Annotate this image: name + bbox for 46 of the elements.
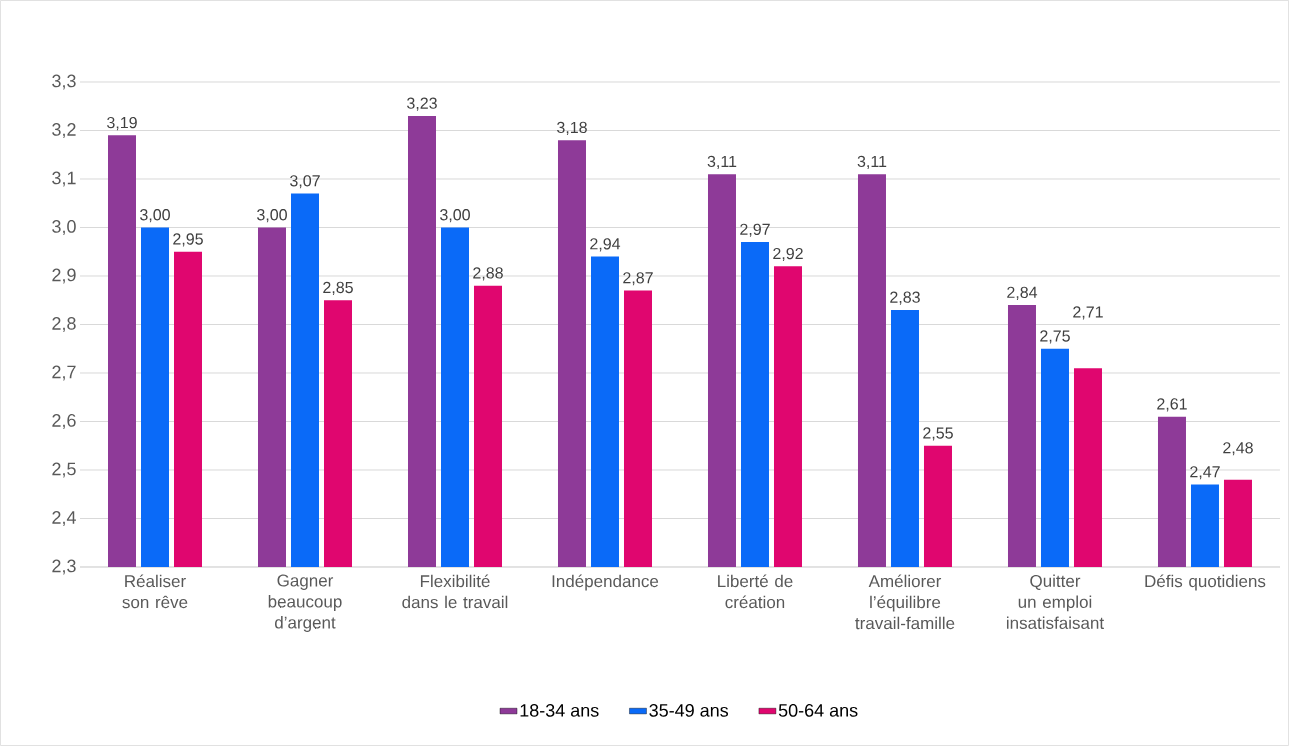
y-tick-label: 3,0 (52, 220, 76, 235)
data-label: 2,47 (1190, 466, 1220, 480)
data-label: 2,71 (1073, 306, 1103, 320)
x-tick-label: Quitter un emploi insatisfaisant (1006, 574, 1104, 630)
data-label: 3,11 (857, 155, 887, 169)
y-tick-label: 2,3 (52, 559, 76, 575)
x-tick-label: Améliorer l’équilibre travail-famille (855, 574, 955, 630)
x-tick-label: Gagner beaucoup d’argent (268, 574, 342, 632)
y-tick-label: 3,2 (52, 123, 76, 138)
data-label: 3,00 (257, 209, 287, 223)
x-tick-label: Flexibilité dans le travail (402, 574, 508, 609)
y-tick-label: 2,5 (52, 462, 76, 478)
legend-label: 35-49 ans (649, 704, 729, 717)
data-label: 2,48 (1223, 442, 1253, 456)
data-label: 2,88 (473, 267, 503, 281)
y-tick-label: 2,4 (52, 511, 76, 526)
x-tick-label: Défis quotidiens (1145, 574, 1266, 591)
y-tick-label: 2,8 (52, 317, 76, 332)
data-label: 3,00 (140, 209, 170, 223)
data-label: 2,97 (740, 223, 770, 237)
data-label: 2,84 (1007, 286, 1038, 300)
x-tick-label: Indépendance (552, 574, 659, 591)
data-label: 2,83 (890, 291, 920, 305)
data-label: 2,75 (1040, 330, 1070, 344)
data-label: 3,07 (290, 175, 320, 189)
y-tick-label: 2,9 (52, 268, 76, 284)
data-label: 3,00 (440, 209, 470, 223)
data-label: 3,11 (707, 155, 737, 169)
y-tick-label: 3,1 (52, 171, 76, 187)
data-label: 3,23 (407, 97, 437, 111)
y-tick-label: 2,6 (52, 414, 76, 429)
data-label: 2,61 (1157, 398, 1187, 412)
data-label: 3,18 (557, 121, 587, 135)
data-label: 2,94 (590, 238, 621, 252)
data-label: 2,87 (623, 272, 653, 286)
x-tick-label: Réaliser son rêve (122, 574, 188, 609)
legend-label: 18-34 ans (520, 704, 599, 717)
data-label: 2,55 (923, 427, 953, 441)
y-tick-label: 2,7 (52, 365, 76, 381)
x-tick-label: Liberté de création (718, 574, 793, 609)
y-tick-label: 3,3 (52, 74, 76, 90)
data-label: 3,19 (107, 116, 137, 131)
data-label: 2,85 (323, 281, 353, 296)
data-label: 2,95 (173, 233, 203, 247)
legend-label: 50-64 ans (778, 704, 858, 717)
data-label: 2,92 (773, 247, 803, 262)
